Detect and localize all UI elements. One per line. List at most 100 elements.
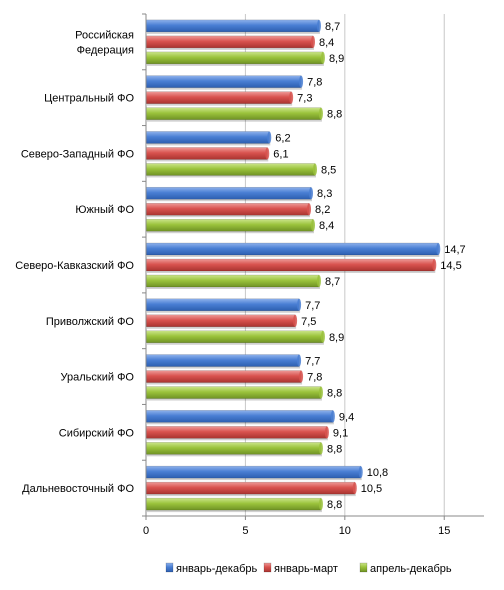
bar-end-cap <box>299 75 304 88</box>
data-label-3-2: 8,4 <box>319 220 334 232</box>
bar-end-cap <box>267 131 272 144</box>
bar-4-0 <box>145 242 439 256</box>
bar-7-2 <box>145 442 322 455</box>
x-tick-label: 10 <box>339 525 351 537</box>
bar-end-cap <box>307 203 312 216</box>
bar-end-cap <box>299 370 304 383</box>
bar-8-2 <box>145 497 322 511</box>
bar-4-2 <box>145 274 320 288</box>
category-label-1: Центральный ФО <box>44 93 134 105</box>
bar-end-cap <box>311 219 316 232</box>
x-tick-label: 5 <box>242 525 248 537</box>
bar-1-0 <box>145 75 302 88</box>
data-label-4-0: 14,7 <box>444 244 465 256</box>
data-label-7-0: 9,4 <box>339 411 354 423</box>
bar-8-0 <box>145 465 361 479</box>
bar-6-2 <box>145 386 322 399</box>
bar-end-cap <box>318 498 323 511</box>
bar-end-cap <box>432 259 437 271</box>
legend-swatch-1 <box>263 562 272 573</box>
bar-6-1 <box>145 370 302 383</box>
category-label-5: Приволжский ФО <box>46 316 135 328</box>
category-label-4: Северо-Кавказский ФО <box>15 260 134 272</box>
category-label-2: Северо-Западный ФО <box>21 148 135 160</box>
data-label-4-2: 8,7 <box>325 276 340 288</box>
bar-4-1 <box>145 258 435 272</box>
bar-end-cap <box>297 354 302 367</box>
category-axis-labels: Российская Федерация Центральный ФО Северо-… <box>15 29 134 495</box>
bar-0-1 <box>145 35 314 49</box>
bar-2-2 <box>145 163 316 176</box>
data-label-2-1: 6,1 <box>273 148 288 160</box>
data-label-8-1: 10,5 <box>361 483 382 495</box>
axes: 0 5 10 15 <box>143 14 484 537</box>
bar-8-1 <box>145 481 356 495</box>
bar-0-0 <box>145 19 320 33</box>
data-label-5-2: 8,9 <box>329 332 344 344</box>
x-tick-label: 0 <box>143 525 149 537</box>
data-label-6-0: 7,7 <box>305 356 320 368</box>
bar-end-cap <box>324 426 329 439</box>
data-label-1-1: 7,3 <box>297 93 312 105</box>
bar-end-cap <box>265 147 270 160</box>
bar-end-cap <box>352 482 357 495</box>
data-label-5-1: 7,5 <box>301 316 316 328</box>
bar-end-cap <box>436 243 441 255</box>
bar-end-cap <box>309 187 314 200</box>
data-label-3-1: 8,2 <box>315 204 330 216</box>
bars <box>145 19 441 513</box>
bar-3-0 <box>145 186 312 200</box>
legend-swatch-0 <box>165 562 174 573</box>
bar-end-cap <box>330 410 335 423</box>
legend-swatch-2 <box>359 562 368 573</box>
category-label-0: Федерация <box>77 44 134 56</box>
bar-3-1 <box>145 202 310 216</box>
bar-end-cap <box>318 442 323 455</box>
bar-end-cap <box>316 19 321 32</box>
legend-label-0: январь-декабрь <box>176 563 258 575</box>
bar-1-2 <box>145 107 322 120</box>
data-label-6-2: 8,8 <box>327 388 342 400</box>
category-label-0: Российская <box>75 29 134 41</box>
data-label-6-1: 7,8 <box>307 372 322 384</box>
bar-end-cap <box>311 35 316 48</box>
data-label-0-2: 8,9 <box>329 53 344 65</box>
bar-0-2 <box>145 51 324 65</box>
bar-end-cap <box>320 330 325 343</box>
category-label-7: Сибирский ФО <box>59 427 135 439</box>
bar-6-0 <box>145 354 300 367</box>
data-label-2-0: 6,2 <box>275 132 290 144</box>
bar-end-cap <box>320 51 325 64</box>
data-label-7-2: 8,8 <box>327 443 342 455</box>
x-tick-label: 15 <box>438 525 450 537</box>
bar-5-0 <box>145 298 300 312</box>
bar-7-1 <box>145 426 328 439</box>
bar-5-2 <box>145 330 324 344</box>
data-label-1-0: 7,8 <box>307 77 322 89</box>
data-label-0-1: 8,4 <box>319 37 334 49</box>
bar-2-1 <box>145 147 268 160</box>
data-label-3-0: 8,3 <box>317 188 332 200</box>
bar-end-cap <box>318 386 323 399</box>
bar-end-cap <box>297 298 302 311</box>
data-label-4-1: 14,5 <box>440 260 461 272</box>
category-label-6: Уральский ФО <box>61 372 135 384</box>
bar-3-2 <box>145 218 314 232</box>
category-separators <box>142 13 146 517</box>
data-label-8-2: 8,8 <box>327 499 342 511</box>
bar-5-1 <box>145 314 296 328</box>
bar-1-1 <box>145 91 292 104</box>
bar-end-cap <box>289 91 294 104</box>
data-label-7-1: 9,1 <box>333 427 348 439</box>
data-label-8-0: 10,8 <box>367 467 388 479</box>
bar-end-cap <box>318 107 323 120</box>
bar-2-0 <box>145 131 270 144</box>
bar-7-0 <box>145 410 334 423</box>
data-label-2-2: 8,5 <box>321 164 336 176</box>
legend-label-2: апрель-декабрь <box>370 563 452 575</box>
data-labels: 8,7 8,4 8,9 7,8 7,3 8,8 6,2 6,1 8,5 8,3 8,2 8,4 14,7… <box>273 21 465 511</box>
data-label-0-0: 8,7 <box>325 21 340 33</box>
legend: январь-декабрь январь-март апрель-декабрь <box>165 562 452 575</box>
